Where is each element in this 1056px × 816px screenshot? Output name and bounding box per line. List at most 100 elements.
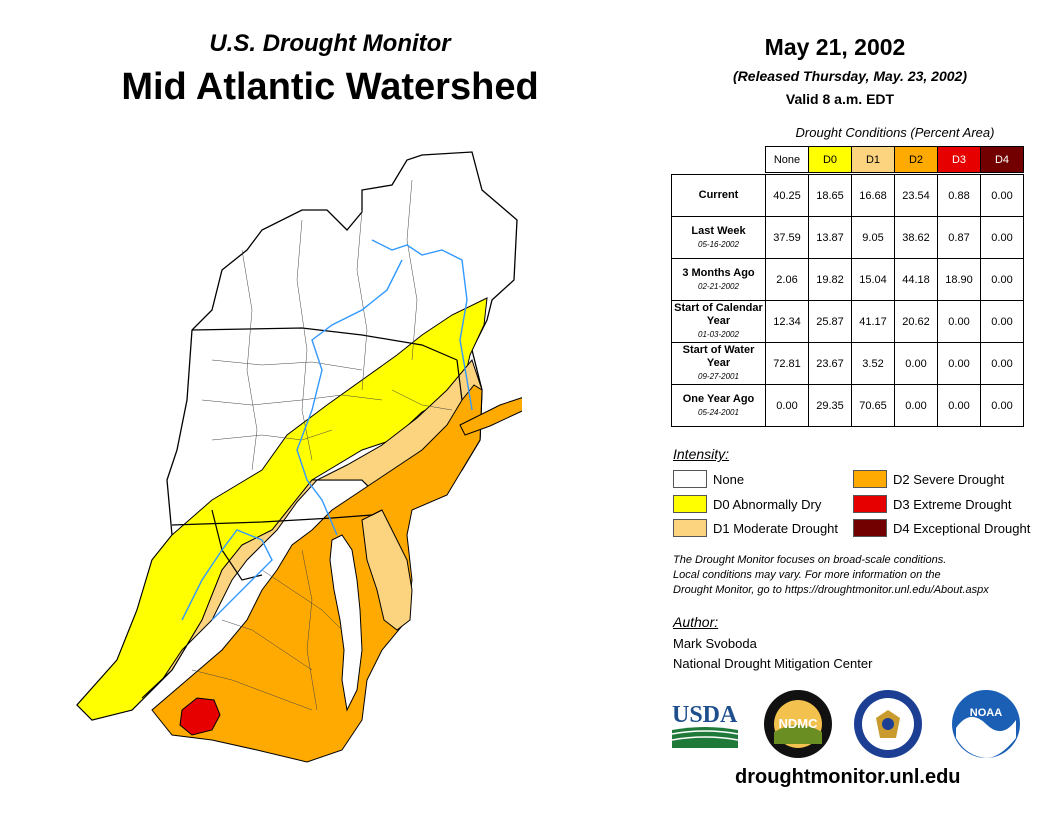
legend-label: D2 Severe Drought: [893, 471, 1005, 487]
row-date: 02-21-2002: [698, 281, 739, 291]
table-cell: 19.82: [808, 258, 852, 301]
table-cell: 2.06: [765, 258, 809, 301]
legend-swatch: [853, 519, 887, 537]
table-cell: 25.87: [808, 300, 852, 343]
table-row: Current 40.25 18.65 16.68 23.54 0.88 0.0…: [671, 174, 1024, 217]
header-blank-cell: [671, 146, 766, 173]
table-cell: 3.52: [851, 342, 895, 385]
row-date: 01-03-2002: [698, 330, 739, 339]
chesapeake-bay: [329, 534, 363, 712]
table-cell: 15.04: [851, 258, 895, 301]
table-cell: 0.00: [980, 384, 1024, 427]
state-boundaries: [171, 327, 463, 581]
legend-item-d1: D1 Moderate Drought: [673, 519, 838, 537]
table-cell: 0.00: [980, 216, 1024, 259]
col-header-d3: D3: [937, 146, 981, 173]
legend-label: D4 Exceptional Drought: [893, 520, 1031, 536]
table-cell: 0.00: [980, 174, 1024, 217]
table-cell: 13.87: [808, 216, 852, 259]
valid-time: Valid 8 a.m. EDT: [785, 91, 895, 107]
table-cell: 70.65: [851, 384, 895, 427]
legend-label: D0 Abnormally Dry: [713, 496, 822, 512]
ndmc-logo-text: NDMC: [779, 716, 819, 731]
row-label-text: Start of Water Year: [682, 344, 755, 369]
row-date: 09-27-2001: [698, 372, 739, 381]
row-label: Start of Water Year 09-27-2001: [671, 342, 766, 385]
table-cell: 29.35: [808, 384, 852, 427]
col-header-d1: D1: [851, 146, 895, 173]
table-cell: 0.87: [937, 216, 981, 259]
legend-label: None: [713, 471, 745, 487]
legend-swatch: [673, 519, 707, 537]
row-label-text: Start of Calendar Year: [674, 302, 763, 327]
legend-swatch: [853, 495, 887, 513]
table-cell: 12.34: [765, 300, 809, 343]
row-date: 05-16-2002: [698, 239, 739, 249]
col-header-d4: D4: [980, 146, 1024, 173]
table-row: Last Week 05-16-2002 37.59 13.87 9.05 38.…: [671, 216, 1024, 259]
legend-label: D1 Moderate Drought: [713, 520, 839, 536]
legend-label: D3 Extreme Drought: [893, 496, 1012, 512]
legend-swatch: [673, 470, 707, 488]
row-label-text: One Year Ago: [682, 392, 755, 405]
table-row: Start of Water Year 09-27-2001 72.81 23.6…: [671, 342, 1024, 385]
table-cell: 0.88: [937, 174, 981, 217]
region-d2: [151, 384, 483, 763]
note-line: Local conditions may vary. For more info…: [673, 569, 941, 581]
ndmc-logo-icon: NDMC: [764, 690, 832, 758]
col-header-d2: D2: [894, 146, 938, 173]
legend-item-d2: D2 Severe Drought: [853, 470, 1004, 488]
table-cell: 0.00: [980, 258, 1024, 301]
legend-item-d3: D3 Extreme Drought: [853, 495, 1012, 513]
legend-swatch: [673, 495, 707, 513]
noaa-logo-icon: NOAA: [952, 690, 1020, 758]
table-cell: 18.65: [808, 174, 852, 217]
noaa-logo-text: NOAA: [970, 707, 1002, 719]
region-d3: [179, 697, 221, 736]
row-label-text: Last Week: [691, 224, 746, 237]
row-date: 05-24-2001: [698, 407, 739, 417]
author-title: Author:: [673, 614, 719, 630]
table-cell: 23.67: [808, 342, 852, 385]
legend-swatch: [853, 470, 887, 488]
region-long-island: [459, 397, 522, 436]
drought-map: [76, 151, 522, 763]
table-row: Start of Calendar Year 01-03-2002 12.34 2…: [671, 300, 1024, 343]
table-cell: 0.00: [980, 342, 1024, 385]
table-cell: 0.00: [765, 384, 809, 427]
table-cell: 44.18: [894, 258, 938, 301]
row-label: One Year Ago 05-24-2001: [671, 384, 766, 427]
col-header-none: None: [765, 146, 809, 173]
disclaimer-note: The Drought Monitor focuses on broad-sca…: [673, 553, 1053, 598]
table-cell: 72.81: [765, 342, 809, 385]
commerce-seal-icon: [854, 690, 922, 758]
author-name: Mark Svoboda: [673, 636, 757, 651]
row-label: 3 Months Ago 02-21-2002: [671, 258, 766, 301]
table-cell: 9.05: [851, 216, 895, 259]
table-cell: 20.62: [894, 300, 938, 343]
region-delmarva: [361, 509, 413, 631]
table-cell: 0.00: [894, 342, 938, 385]
row-label-text: 3 Months Ago: [682, 266, 755, 279]
website-url[interactable]: droughtmonitor.unl.edu: [735, 766, 961, 788]
table-cell: 37.59: [765, 216, 809, 259]
note-line: The Drought Monitor focuses on broad-sca…: [673, 554, 947, 566]
release-date: (Released Thursday, May. 23, 2002): [733, 68, 967, 84]
table-cell: 40.25: [765, 174, 809, 217]
table-cell: 0.00: [937, 384, 981, 427]
legend-item-d4: D4 Exceptional Drought: [853, 519, 1030, 537]
row-label: Start of Calendar Year 01-03-2002: [671, 300, 766, 343]
county-lines: [191, 179, 453, 711]
usda-logo-icon: USDA: [672, 702, 738, 748]
row-label: Last Week 05-16-2002: [671, 216, 766, 259]
legend-item-d0: D0 Abnormally Dry: [673, 495, 821, 513]
legend-item-none: None: [673, 470, 744, 488]
table-row: 3 Months Ago 02-21-2002 2.06 19.82 15.04 …: [671, 258, 1024, 301]
table-row: One Year Ago 05-24-2001 0.00 29.35 70.65 …: [671, 384, 1024, 427]
table-cell: 0.00: [937, 300, 981, 343]
legend-title: Intensity:: [673, 446, 730, 462]
table-cell: 16.68: [851, 174, 895, 217]
author-org: National Drought Mitigation Center: [673, 656, 873, 671]
table-cell: 0.00: [937, 342, 981, 385]
table-cell: 18.90: [937, 258, 981, 301]
